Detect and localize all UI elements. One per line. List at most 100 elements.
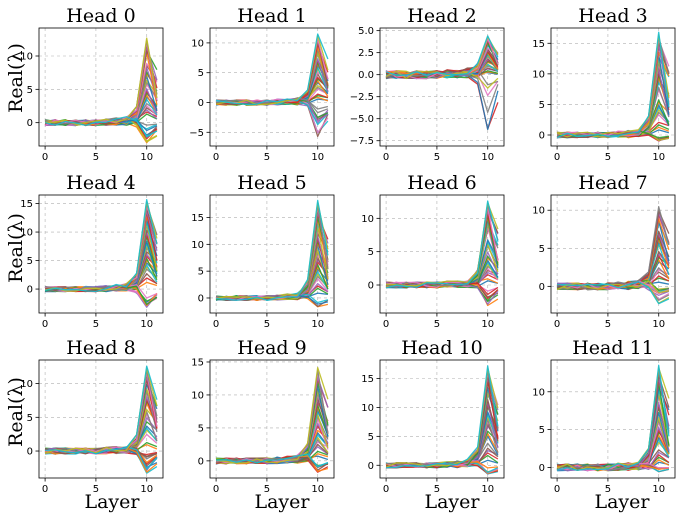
series-line [385, 35, 499, 76]
x-tick-label: 10 [311, 319, 324, 330]
subplot-title: Head 3 [578, 5, 647, 27]
series-line [215, 33, 329, 105]
subplot-head-0: Head 0 0 5 10 0 5 10 [20, 5, 164, 163]
x-tick-label: 5 [93, 152, 99, 163]
y-tick-label: 5 [27, 85, 33, 96]
plot-frame [379, 27, 505, 147]
y-tick-label: −7.5 [350, 136, 374, 147]
y-tick-label: 0 [27, 447, 33, 458]
y-tick-label: 5 [27, 413, 33, 424]
y-tick-label: 10 [532, 206, 545, 217]
y-axis-label-row-3: Real(λ) [5, 377, 27, 447]
subplot-title: Head 2 [407, 5, 476, 27]
subplot-title: Head 9 [237, 337, 306, 359]
y-tick-label: 10 [20, 228, 33, 239]
plot-frame [209, 359, 335, 479]
x-tick-label: 5 [93, 319, 99, 330]
plot-frame [550, 194, 676, 314]
y-tick-label: 0 [539, 130, 545, 141]
plot-frame [38, 27, 164, 147]
subplot-head-4: Head 4 0 5 10 0 5 10 15 [20, 172, 164, 330]
plot-frame [38, 359, 164, 479]
series-line [385, 200, 499, 289]
plot-frame [38, 194, 164, 314]
series-line [557, 463, 669, 472]
x-axis-label-col-2: Layer [254, 491, 310, 513]
subplot-title: Head 5 [237, 172, 306, 194]
y-tick-label: 0 [27, 285, 33, 296]
subplot-head-10: Head 10 0 5 10 0 5 10 15 [361, 337, 505, 495]
series-line [216, 199, 329, 301]
y-tick-label: 15 [361, 374, 374, 385]
plot-frame [379, 194, 505, 314]
subplot-head-9: Head 9 0 5 10 0 5 10 15 [191, 337, 335, 495]
y-tick-label: −2.5 [350, 92, 374, 103]
series-line [556, 31, 670, 139]
y-tick-label: 15 [532, 39, 545, 50]
x-tick-label: 10 [311, 484, 324, 495]
plot-frame [209, 27, 335, 147]
x-tick-label: 10 [652, 484, 665, 495]
x-tick-label: 5 [264, 319, 270, 330]
x-axis-label-col-3: Layer [424, 491, 480, 513]
y-tick-label: 0.0 [358, 70, 374, 81]
y-tick-label: 10 [532, 387, 545, 398]
x-tick-label: 10 [140, 484, 153, 495]
y-tick-label: 0 [198, 293, 204, 304]
y-tick-label: 10 [532, 69, 545, 80]
y-tick-label: 0 [198, 456, 204, 467]
x-tick-label: 5 [605, 152, 611, 163]
y-tick-label: 5.0 [358, 26, 374, 37]
x-tick-label: 5 [434, 484, 440, 495]
subplot-title: Head 11 [572, 337, 654, 359]
x-tick-label: 5 [434, 319, 440, 330]
x-tick-label: 0 [213, 152, 219, 163]
plot-frame [379, 359, 505, 479]
x-tick-label: 5 [264, 152, 270, 163]
subplot-title: Head 8 [66, 337, 135, 359]
x-tick-label: 0 [42, 319, 48, 330]
y-tick-label: 10 [361, 214, 374, 225]
y-tick-label: 5 [27, 256, 33, 267]
series-line [216, 453, 329, 468]
y-axis-label-row-1: Real(λ) [5, 43, 27, 113]
y-tick-label: 0 [539, 463, 545, 474]
x-tick-label: 10 [652, 152, 665, 163]
y-tick-label: −5.0 [350, 114, 374, 125]
x-tick-label: 5 [605, 484, 611, 495]
x-tick-label: 10 [140, 152, 153, 163]
subplot-head-7: Head 7 0 5 10 0 5 10 [532, 172, 676, 330]
subplot-head-8: Head 8 0 5 10 0 5 10 [20, 337, 164, 495]
y-tick-label: 10 [191, 390, 204, 401]
x-tick-label: 0 [554, 484, 560, 495]
x-tick-label: 0 [554, 319, 560, 330]
y-tick-label: 5 [539, 425, 545, 436]
y-tick-label: 5 [539, 100, 545, 111]
series-line [557, 280, 670, 295]
x-tick-label: 0 [383, 484, 389, 495]
series-line [556, 280, 670, 294]
y-tick-label: 0 [368, 281, 374, 292]
series-line [44, 116, 158, 137]
x-tick-label: 5 [605, 319, 611, 330]
series-line [556, 206, 670, 291]
y-tick-label: 15 [20, 199, 33, 210]
y-tick-label: 5 [198, 423, 204, 434]
x-tick-label: 10 [652, 319, 665, 330]
subplot-head-6: Head 6 0 5 10 0 5 10 [361, 172, 505, 330]
x-tick-label: 5 [434, 152, 440, 163]
subplot-head-1: Head 1 0 5 10 −5 0 5 10 [189, 5, 335, 163]
y-tick-label: 2.5 [358, 48, 374, 59]
x-axis-label-col-4: Layer [594, 491, 650, 513]
x-tick-label: 10 [481, 319, 494, 330]
subplot-title: Head 1 [237, 5, 306, 27]
x-tick-label: 10 [481, 152, 494, 163]
y-tick-label: 0 [539, 282, 545, 293]
y-tick-label: 5 [198, 68, 204, 79]
subplot-head-2: Head 2 0 5 10 −7.5 −5.0 −2.5 0.0 2.5 5.0 [350, 5, 505, 163]
y-tick-label: 0 [368, 461, 374, 472]
y-tick-label: 0 [198, 98, 204, 109]
y-tick-label: 5 [198, 267, 204, 278]
